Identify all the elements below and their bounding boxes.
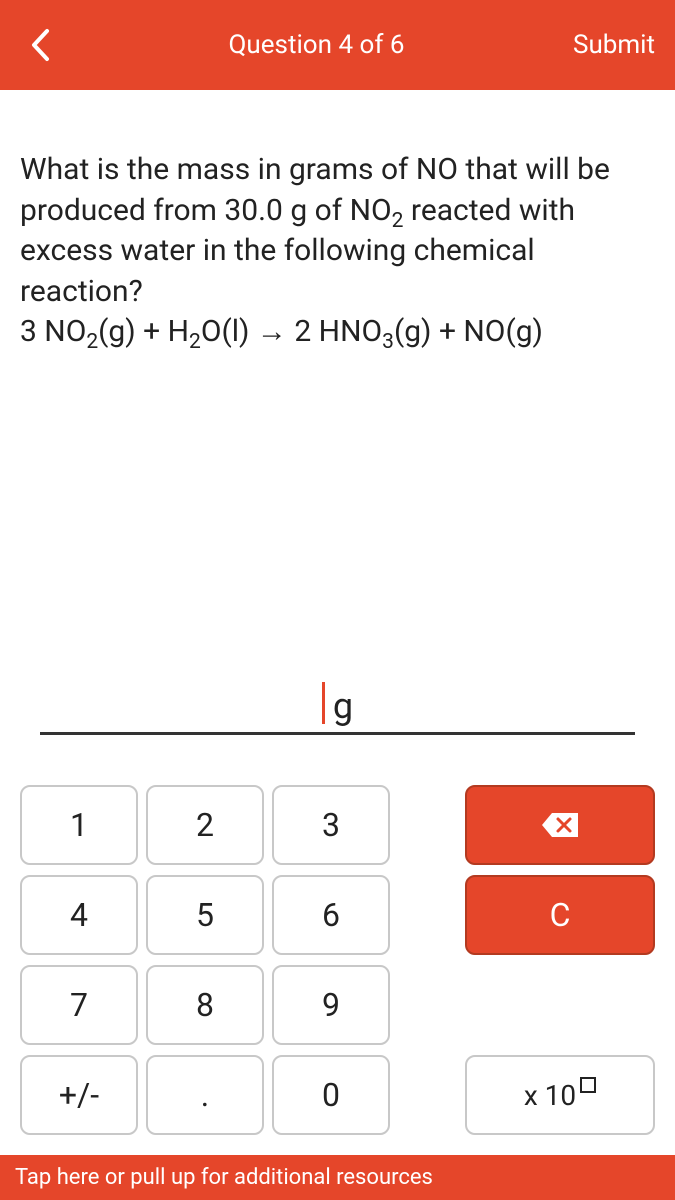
key-6[interactable]: 6: [272, 875, 390, 955]
backspace-button[interactable]: [465, 785, 655, 865]
answer-input-line[interactable]: g: [40, 676, 635, 735]
keypad: 1 2 3 4 5 6 C 7 8 9 +/-: [0, 785, 675, 1155]
question-text: What is the mass in grams of NO that wil…: [20, 150, 655, 353]
key-2[interactable]: 2: [146, 785, 264, 865]
key-plusminus[interactable]: +/-: [20, 1055, 138, 1135]
question-area: What is the mass in grams of NO that wil…: [0, 90, 675, 676]
submit-button[interactable]: Submit: [573, 30, 655, 60]
footer-text: Tap here or pull up for additional resou…: [15, 1165, 433, 1190]
key-4[interactable]: 4: [20, 875, 138, 955]
equation-part: O(l) → 2 HNO: [201, 314, 382, 349]
resources-pull-up[interactable]: Tap here or pull up for additional resou…: [0, 1155, 675, 1200]
exponent-label: x 10: [524, 1079, 576, 1112]
clear-button[interactable]: C: [465, 875, 655, 955]
exponent-box-icon: [580, 1077, 596, 1093]
equation-part: (g) + NO(g): [394, 314, 543, 349]
subscript: 2: [86, 330, 98, 354]
key-1[interactable]: 1: [20, 785, 138, 865]
key-decimal[interactable]: .: [146, 1055, 264, 1135]
key-7[interactable]: 7: [20, 965, 138, 1045]
question-counter: Question 4 of 6: [60, 30, 573, 60]
subscript: 2: [189, 330, 201, 354]
back-button[interactable]: [20, 25, 60, 65]
key-8[interactable]: 8: [146, 965, 264, 1045]
equation-part: 3 NO: [20, 314, 86, 349]
equation-part: (g) + H: [98, 314, 189, 349]
answer-unit: g: [333, 685, 353, 727]
answer-area: g: [0, 676, 675, 785]
key-0[interactable]: 0: [272, 1055, 390, 1135]
key-3[interactable]: 3: [272, 785, 390, 865]
subscript: 2: [392, 209, 404, 233]
key-5[interactable]: 5: [146, 875, 264, 955]
subscript: 3: [382, 330, 394, 354]
exponent-button[interactable]: x 10: [465, 1055, 655, 1135]
header-bar: Question 4 of 6 Submit: [0, 0, 675, 90]
chevron-left-icon: [30, 28, 50, 62]
key-9[interactable]: 9: [272, 965, 390, 1045]
input-cursor: [322, 682, 325, 724]
backspace-icon: [540, 811, 580, 839]
